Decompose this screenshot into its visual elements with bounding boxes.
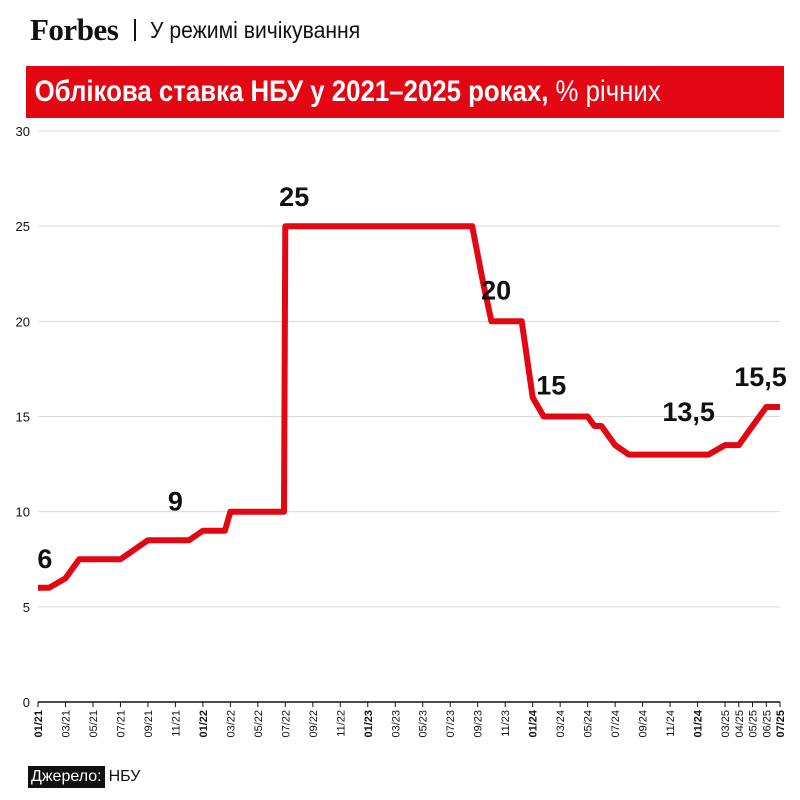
x-tick-label: 03/24 [555, 710, 567, 738]
x-tick-label: 05/23 [418, 710, 430, 738]
x-tick-label: 03/22 [225, 710, 237, 738]
section-title: У режимі вичікування [150, 16, 361, 43]
chart-title: Облікова ставка НБУ у 2021–2025 роках, %… [26, 75, 661, 109]
data-label: 6 [37, 544, 52, 574]
x-tick-label: 03/25 [720, 710, 732, 738]
y-tick-label: 0 [23, 695, 30, 710]
x-tick-label: 01/24 [693, 709, 705, 737]
header: Forbes У режимі вичікування [30, 10, 379, 50]
x-tick-label: 11/21 [170, 710, 182, 737]
x-tick-label: 11/24 [665, 710, 677, 737]
x-tick-label: 09/21 [143, 710, 155, 738]
y-tick-label: 20 [16, 314, 30, 329]
x-tick-label: 04/25 [734, 710, 746, 738]
source-value: НБУ [108, 768, 141, 785]
header-divider [134, 19, 137, 41]
y-tick-label: 30 [16, 124, 30, 139]
x-tick-label: 05/22 [253, 710, 265, 738]
data-label: 9 [168, 487, 183, 517]
chart-title-bar: Облікова ставка НБУ у 2021–2025 роках, %… [26, 66, 784, 118]
brand-logo: Forbes [30, 12, 119, 47]
chart-title-unit: % річних [548, 75, 661, 108]
data-label: 15,5 [734, 362, 787, 392]
rate-series-line [38, 223, 780, 591]
x-tick-label: 07/23 [445, 710, 457, 738]
chart-title-main: Облікова ставка НБУ у 2021–2025 роках, [34, 75, 549, 108]
y-tick-label: 5 [23, 600, 30, 615]
x-tick-label: 03/21 [60, 710, 72, 738]
x-tick-label: 05/21 [88, 710, 100, 738]
x-tick-label: 07/22 [280, 710, 292, 738]
x-tick-label: 06/25 [761, 710, 773, 738]
data-label: 25 [279, 182, 309, 212]
x-tick-label: 01/24 [528, 709, 540, 737]
x-tick-label: 03/23 [390, 710, 402, 738]
x-tick-label: 01/22 [198, 710, 210, 738]
x-tick-label: 05/24 [583, 710, 595, 738]
x-tick-label: 11/22 [335, 710, 347, 737]
x-tick-label: 09/22 [308, 710, 320, 738]
x-tick-label: 07/21 [115, 710, 127, 738]
x-tick-label: 09/24 [638, 710, 650, 738]
y-tick-label: 25 [16, 219, 30, 234]
data-label: 15 [536, 371, 566, 401]
data-label: 20 [481, 275, 511, 305]
source-note: Джерело: НБУ [28, 766, 140, 788]
x-tick-label: 05/25 [748, 710, 760, 738]
y-tick-label: 15 [16, 410, 30, 425]
x-tick-label: 01/21 [33, 710, 45, 738]
x-tick-label: 07/24 [610, 710, 622, 738]
x-tick-label: 09/23 [473, 710, 485, 738]
y-tick-label: 10 [16, 505, 30, 520]
x-tick-label: 11/23 [500, 710, 512, 737]
source-label: Джерело: [28, 766, 105, 788]
x-tick-label: 01/23 [363, 710, 375, 738]
x-tick-label: 07/25 [775, 710, 787, 738]
data-label: 13,5 [662, 397, 715, 427]
